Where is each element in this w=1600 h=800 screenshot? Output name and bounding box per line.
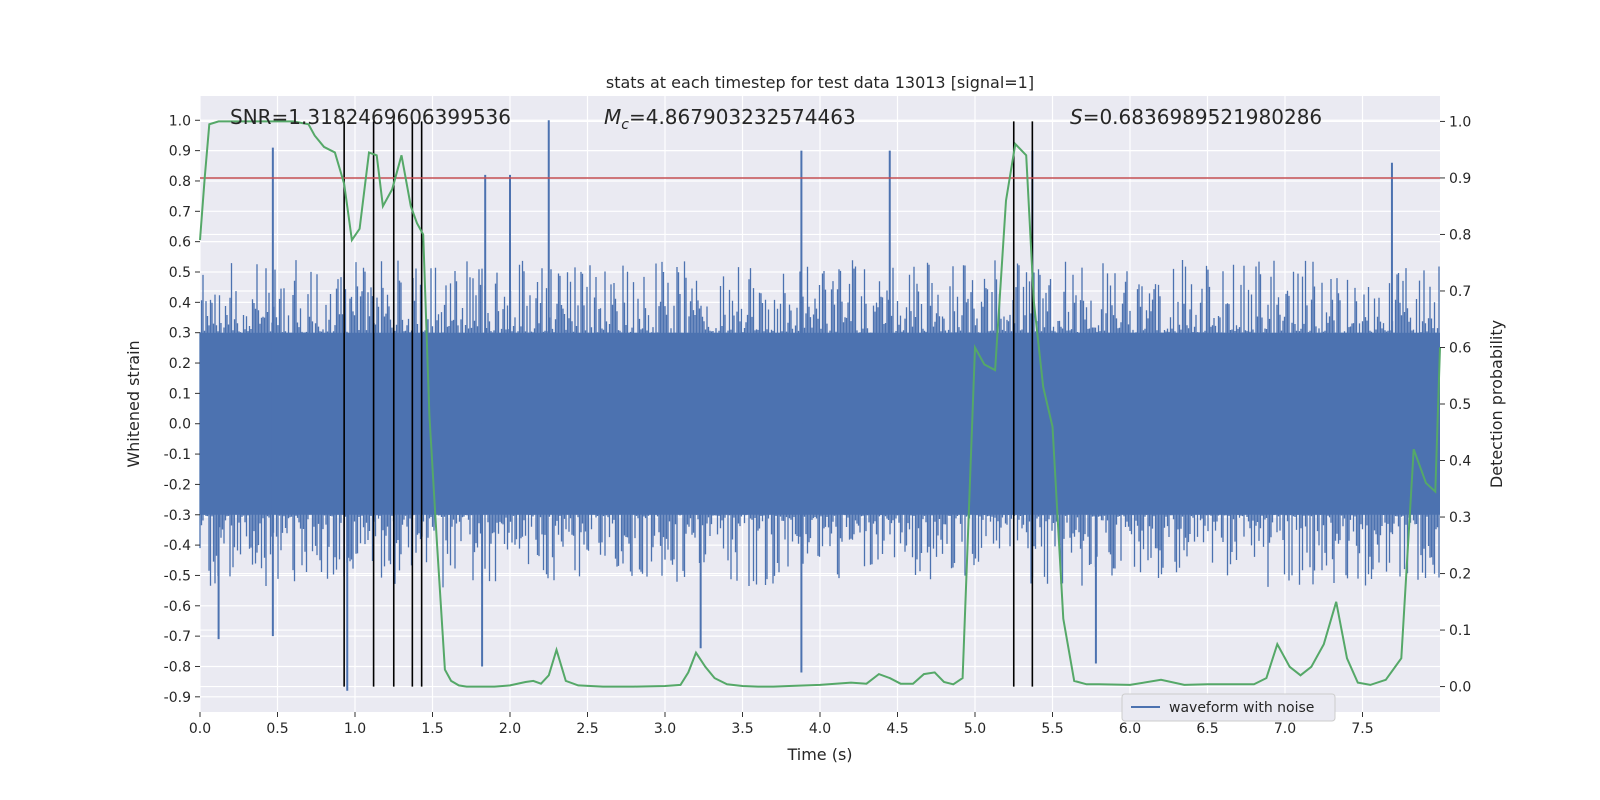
left-tick-label: 0.7 bbox=[169, 204, 191, 220]
left-tick-label: 0.5 bbox=[169, 265, 191, 281]
x-axis-ticks: 0.0 0.5 1.0 1.5 2.0 2.5 3.0 3.5 4.0 4.5 5.0 5.5 6.0 6… bbox=[189, 712, 1374, 737]
x-tick-label: 2.5 bbox=[576, 721, 598, 737]
right-y-axis-label: Detection probability bbox=[1487, 320, 1506, 488]
score-symbol: S bbox=[1070, 105, 1083, 129]
x-tick-label: 1.5 bbox=[421, 721, 443, 737]
left-tick-label: -0.4 bbox=[164, 538, 191, 554]
left-tick-label: -0.3 bbox=[164, 508, 191, 524]
left-tick-label: -0.7 bbox=[164, 629, 191, 645]
right-tick-label: 0.7 bbox=[1449, 284, 1471, 300]
x-tick-label: 7.5 bbox=[1351, 721, 1373, 737]
x-tick-label: 7.0 bbox=[1274, 721, 1296, 737]
chirp-mass-value: =4.867903232574463 bbox=[629, 105, 856, 129]
left-tick-label: -0.2 bbox=[164, 477, 191, 493]
chart-title: stats at each timestep for test data 130… bbox=[606, 73, 1034, 92]
chirp-mass-subscript: c bbox=[621, 117, 629, 133]
left-tick-label: -0.5 bbox=[164, 568, 191, 584]
detection-probability-line bbox=[199, 120, 1441, 688]
x-tick-label: 1.0 bbox=[344, 721, 366, 737]
left-tick-label: 0.4 bbox=[169, 295, 191, 311]
right-tick-label: 0.6 bbox=[1449, 340, 1471, 356]
x-tick-label: 6.0 bbox=[1119, 721, 1141, 737]
left-tick-label: 0.8 bbox=[169, 174, 191, 190]
right-y-axis-ticks: 1.0 0.9 0.8 0.7 0.6 0.5 0.4 0.3 0.2 0.1 0.0 bbox=[1440, 114, 1471, 696]
x-tick-label: 3.5 bbox=[731, 721, 753, 737]
waveform-series bbox=[199, 120, 1440, 691]
right-tick-label: 0.3 bbox=[1449, 510, 1471, 526]
left-tick-label: 0.3 bbox=[169, 326, 191, 342]
x-tick-label: 0.5 bbox=[266, 721, 288, 737]
left-tick-label: -0.8 bbox=[164, 659, 191, 675]
right-tick-label: 0.9 bbox=[1449, 171, 1471, 187]
x-tick-label: 3.0 bbox=[654, 721, 676, 737]
right-tick-label: 0.8 bbox=[1449, 227, 1471, 243]
x-tick-label: 2.0 bbox=[499, 721, 521, 737]
score-value: =0.6836989521980286 bbox=[1083, 105, 1322, 129]
left-tick-label: 0.1 bbox=[169, 386, 191, 402]
left-y-axis-ticks: 1.0 0.9 0.8 0.7 0.6 0.5 0.4 0.3 0.2 0.1 0.0 -0.1 -0.… bbox=[164, 113, 200, 706]
x-tick-label: 5.0 bbox=[964, 721, 986, 737]
left-tick-label: -0.1 bbox=[164, 447, 191, 463]
right-tick-label: 0.4 bbox=[1449, 454, 1471, 470]
chirp-mass-annotation: Mc=4.867903232574463 bbox=[604, 105, 856, 133]
right-tick-label: 0.5 bbox=[1449, 397, 1471, 413]
x-axis-label: Time (s) bbox=[786, 745, 852, 764]
right-tick-label: 0.1 bbox=[1449, 623, 1471, 639]
left-tick-label: -0.6 bbox=[164, 599, 191, 615]
left-tick-label: 0.6 bbox=[169, 235, 191, 251]
x-tick-label: 0.0 bbox=[189, 721, 211, 737]
legend-label: waveform with noise bbox=[1169, 700, 1314, 716]
right-tick-label: 0.2 bbox=[1449, 567, 1471, 583]
left-y-axis-label: Whitened strain bbox=[124, 340, 143, 467]
x-tick-label: 6.5 bbox=[1196, 721, 1218, 737]
left-tick-label: 1.0 bbox=[169, 113, 191, 129]
legend: waveform with noise bbox=[1121, 693, 1336, 722]
right-tick-label: 1.0 bbox=[1449, 114, 1471, 130]
left-tick-label: -0.9 bbox=[164, 690, 191, 706]
event-markers bbox=[343, 121, 1034, 687]
left-tick-label: 0.9 bbox=[169, 144, 191, 160]
x-tick-label: 4.5 bbox=[886, 721, 908, 737]
x-tick-label: 4.0 bbox=[809, 721, 831, 737]
snr-annotation: SNR=1.3182469606399536 bbox=[230, 105, 511, 129]
chirp-mass-symbol: M bbox=[604, 105, 621, 129]
left-tick-label: 0.0 bbox=[169, 417, 191, 433]
waveform-noise bbox=[199, 260, 1440, 588]
x-tick-label: 5.5 bbox=[1041, 721, 1063, 737]
left-tick-label: 0.2 bbox=[169, 356, 191, 372]
score-annotation: S=0.6836989521980286 bbox=[1070, 105, 1322, 129]
legend-box bbox=[1121, 693, 1336, 722]
right-tick-label: 0.0 bbox=[1449, 680, 1471, 696]
